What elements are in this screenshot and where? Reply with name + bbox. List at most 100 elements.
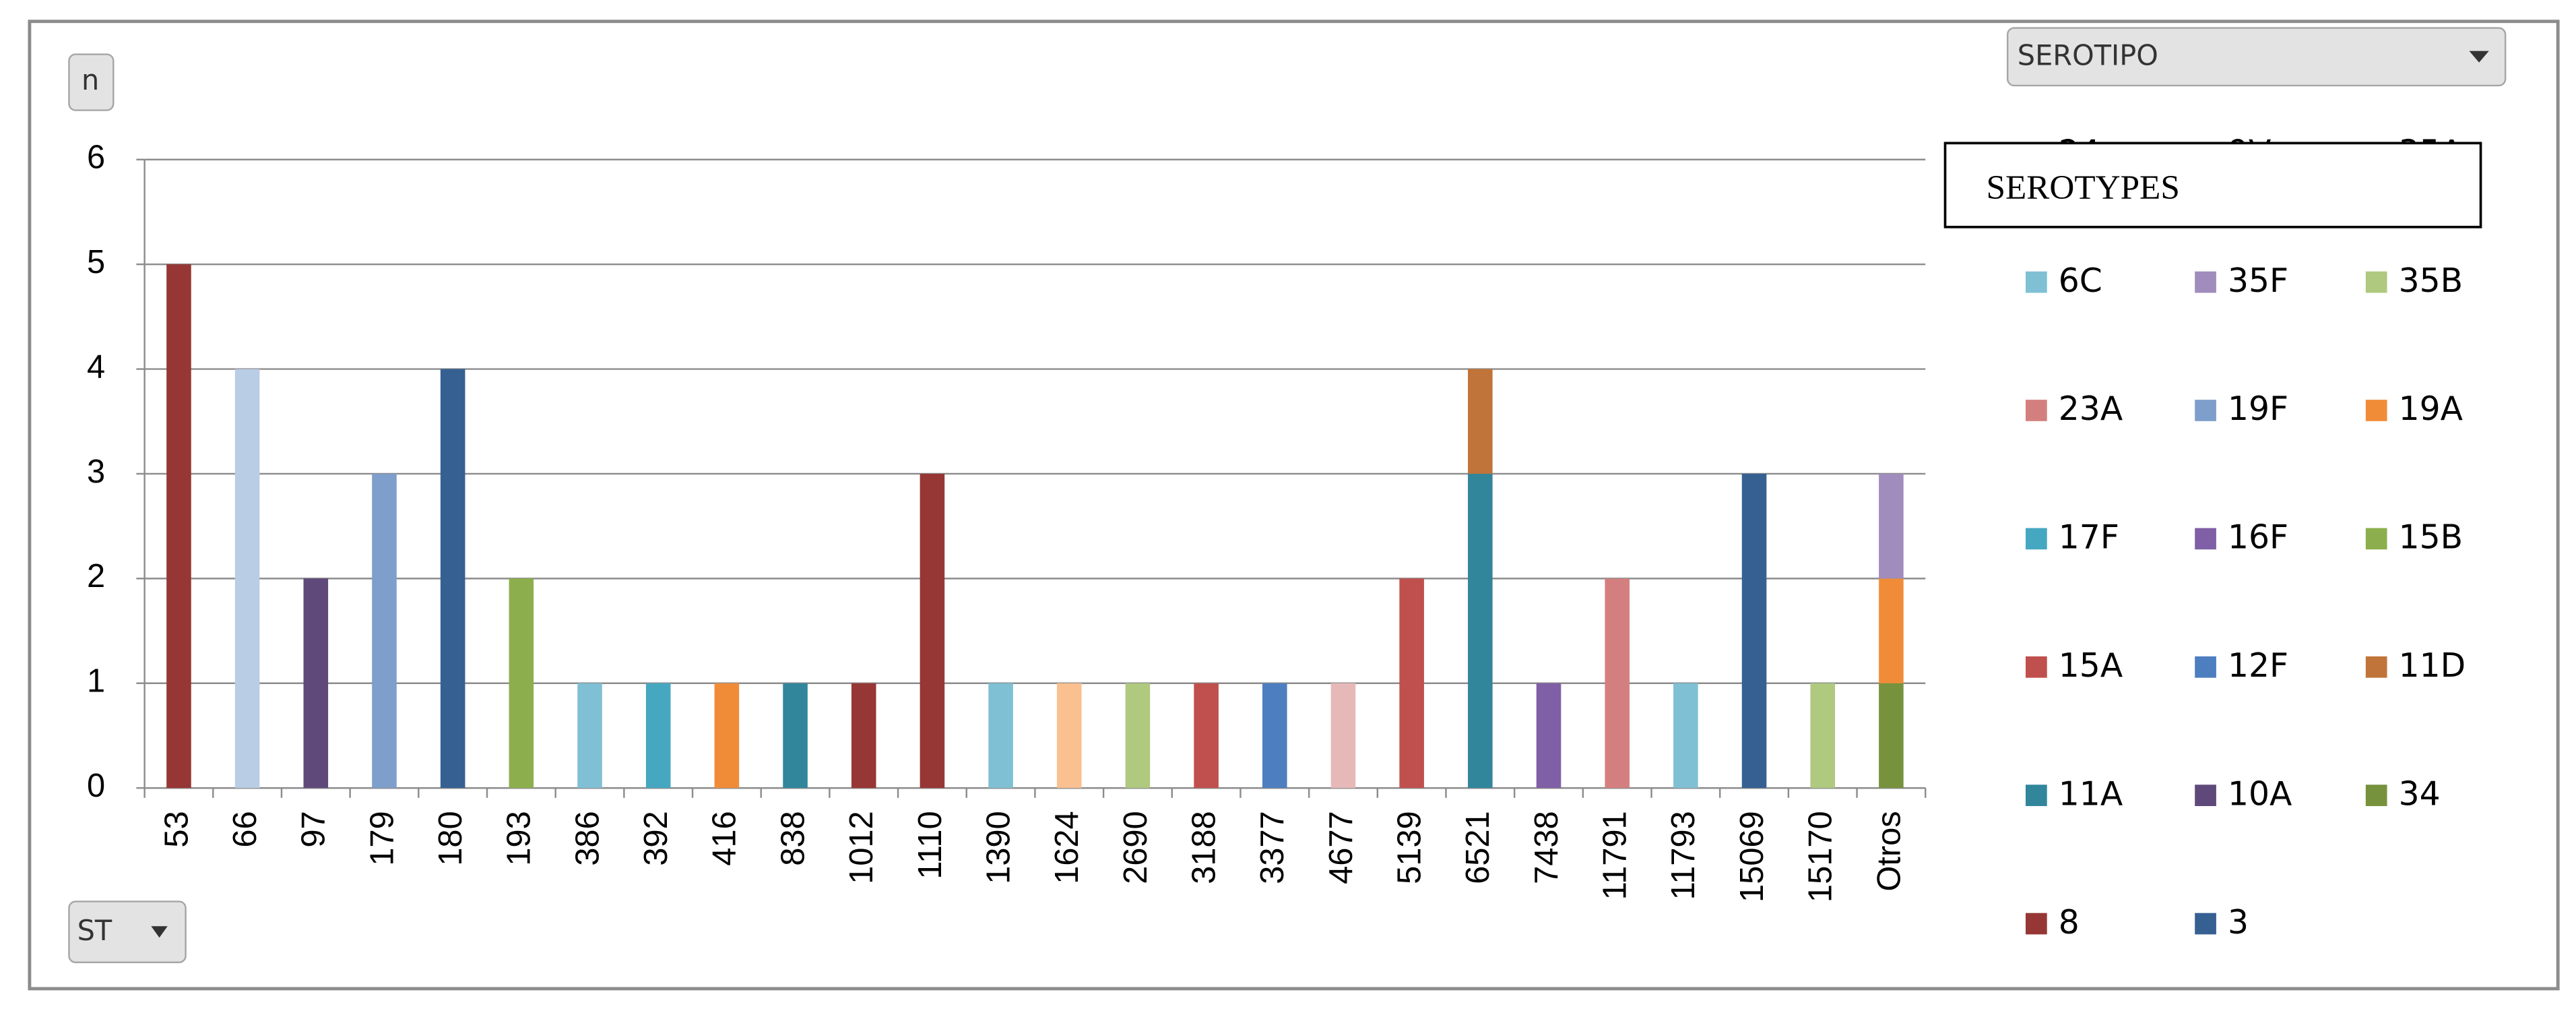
legend-swatch (2365, 400, 2387, 421)
bar-segment (1536, 683, 1561, 789)
legend-label: 12F (2228, 646, 2288, 685)
button-box[interactable] (68, 53, 115, 111)
bar-segment (920, 473, 945, 789)
bar-segment (1468, 369, 1493, 474)
x-tick-label: 1012 (843, 811, 880, 884)
bar-segment (1399, 578, 1424, 789)
dropdown-arrow[interactable] (151, 926, 168, 938)
button-box[interactable] (68, 900, 187, 964)
x-field-button[interactable]: ST (68, 900, 187, 964)
x-tick-label: 11793 (1665, 811, 1702, 900)
title-box (1943, 142, 2482, 228)
y-tick-label: 1 (87, 663, 105, 700)
legend-swatch (2026, 528, 2047, 550)
legend-label: 19A (2399, 390, 2463, 428)
legend-swatch (2195, 528, 2216, 550)
x-tick-label: 416 (707, 811, 743, 865)
bar-segment (1741, 473, 1767, 789)
y-field-label[interactable]: n (82, 64, 99, 96)
x-tick-label: 6521 (1460, 811, 1496, 884)
x-tick-label: 1390 (980, 811, 1017, 884)
bar-segment (1879, 578, 1904, 683)
x-tick-label: 4677 (1323, 811, 1359, 884)
bar-segment (372, 473, 397, 789)
bar-segment (1673, 683, 1698, 789)
legend-label: 19F (2228, 390, 2288, 428)
x-tick-label: 5139 (1392, 811, 1428, 884)
x-tick-label: 838 (775, 811, 811, 865)
filter-dropdown[interactable]: SEROTIPO (2006, 27, 2507, 87)
bar-segment (303, 578, 329, 789)
bar-segment (988, 683, 1013, 789)
bar-segment (1056, 683, 1082, 789)
legend-swatch (2195, 785, 2216, 807)
bar-segment (1194, 683, 1219, 789)
dropdown-box[interactable] (2006, 27, 2507, 87)
legend-label: 17F (2059, 518, 2119, 557)
bar-segment (714, 683, 740, 789)
y-tick-label: 0 (87, 768, 105, 804)
legend-swatch (2365, 528, 2387, 550)
legend-swatch (2195, 913, 2216, 935)
x-tick-label: 193 (501, 811, 538, 865)
x-tick-label: 392 (638, 811, 674, 865)
bar-segment (783, 683, 808, 789)
x-field-label[interactable]: ST (77, 915, 112, 947)
dropdown-arrow[interactable] (2469, 51, 2489, 63)
bar-segment (1330, 683, 1356, 789)
bar-segment (851, 683, 876, 789)
bar-segment (1468, 473, 1493, 789)
bar-segment (234, 369, 260, 789)
bar-segment (1262, 683, 1287, 789)
x-tick-label: 7438 (1528, 811, 1565, 884)
legend-label: 11D (2399, 646, 2466, 685)
x-tick-label: 2690 (1118, 811, 1154, 884)
legend-swatch (2026, 271, 2047, 293)
legend-swatch (2026, 913, 2047, 935)
legend-label: 15B (2399, 518, 2464, 557)
legend-swatch (2195, 271, 2216, 293)
x-tick-label: Otros (1871, 811, 1907, 891)
bar-segment (577, 683, 602, 789)
bar-segment (1879, 473, 1904, 579)
bar-segment (1879, 683, 1904, 789)
legend-swatch (2026, 785, 2047, 807)
legend-label: 8 (2059, 903, 2080, 942)
legend-label: 34 (2399, 774, 2441, 813)
filter-label[interactable]: SEROTIPO (2018, 39, 2158, 71)
x-tick-label: 1624 (1049, 811, 1085, 884)
legend-title: SEROTYPES (1986, 168, 2179, 207)
bar-segment (440, 369, 465, 789)
legend-swatch (2195, 400, 2216, 421)
legend-label: 6C (2059, 262, 2102, 300)
y-tick-label: 5 (87, 244, 105, 280)
bar-segment (166, 264, 191, 789)
legend-swatch (2026, 400, 2047, 421)
x-tick-label: 15069 (1734, 811, 1770, 902)
legend-label: 35B (2399, 262, 2464, 300)
legend-label: 16F (2228, 518, 2288, 557)
x-tick-label: 3377 (1254, 811, 1291, 884)
x-tick-label: 11791 (1597, 811, 1634, 900)
legend-label: 11A (2059, 774, 2123, 813)
y-field-button[interactable]: n (68, 53, 115, 111)
x-tick-label: 53 (158, 811, 195, 847)
legend-title-box: SEROTYPES (1943, 142, 2482, 228)
bar-segment (1810, 683, 1836, 789)
x-tick-label: 15170 (1803, 811, 1839, 902)
legend-label: 35F (2228, 262, 2288, 300)
bar-segment (645, 683, 671, 789)
bar-segment (1125, 683, 1151, 789)
legend-swatch (2195, 656, 2216, 678)
legend-swatch (2026, 656, 2047, 678)
x-tick-label: 1110 (912, 811, 948, 879)
x-tick-label: 386 (569, 811, 606, 865)
legend-label: 3 (2228, 903, 2249, 942)
bar-segment (509, 578, 534, 789)
y-tick-label: 3 (87, 454, 105, 490)
bar-segment (1605, 578, 1630, 789)
x-tick-label: 66 (227, 811, 263, 847)
x-tick-label: 97 (296, 811, 332, 847)
